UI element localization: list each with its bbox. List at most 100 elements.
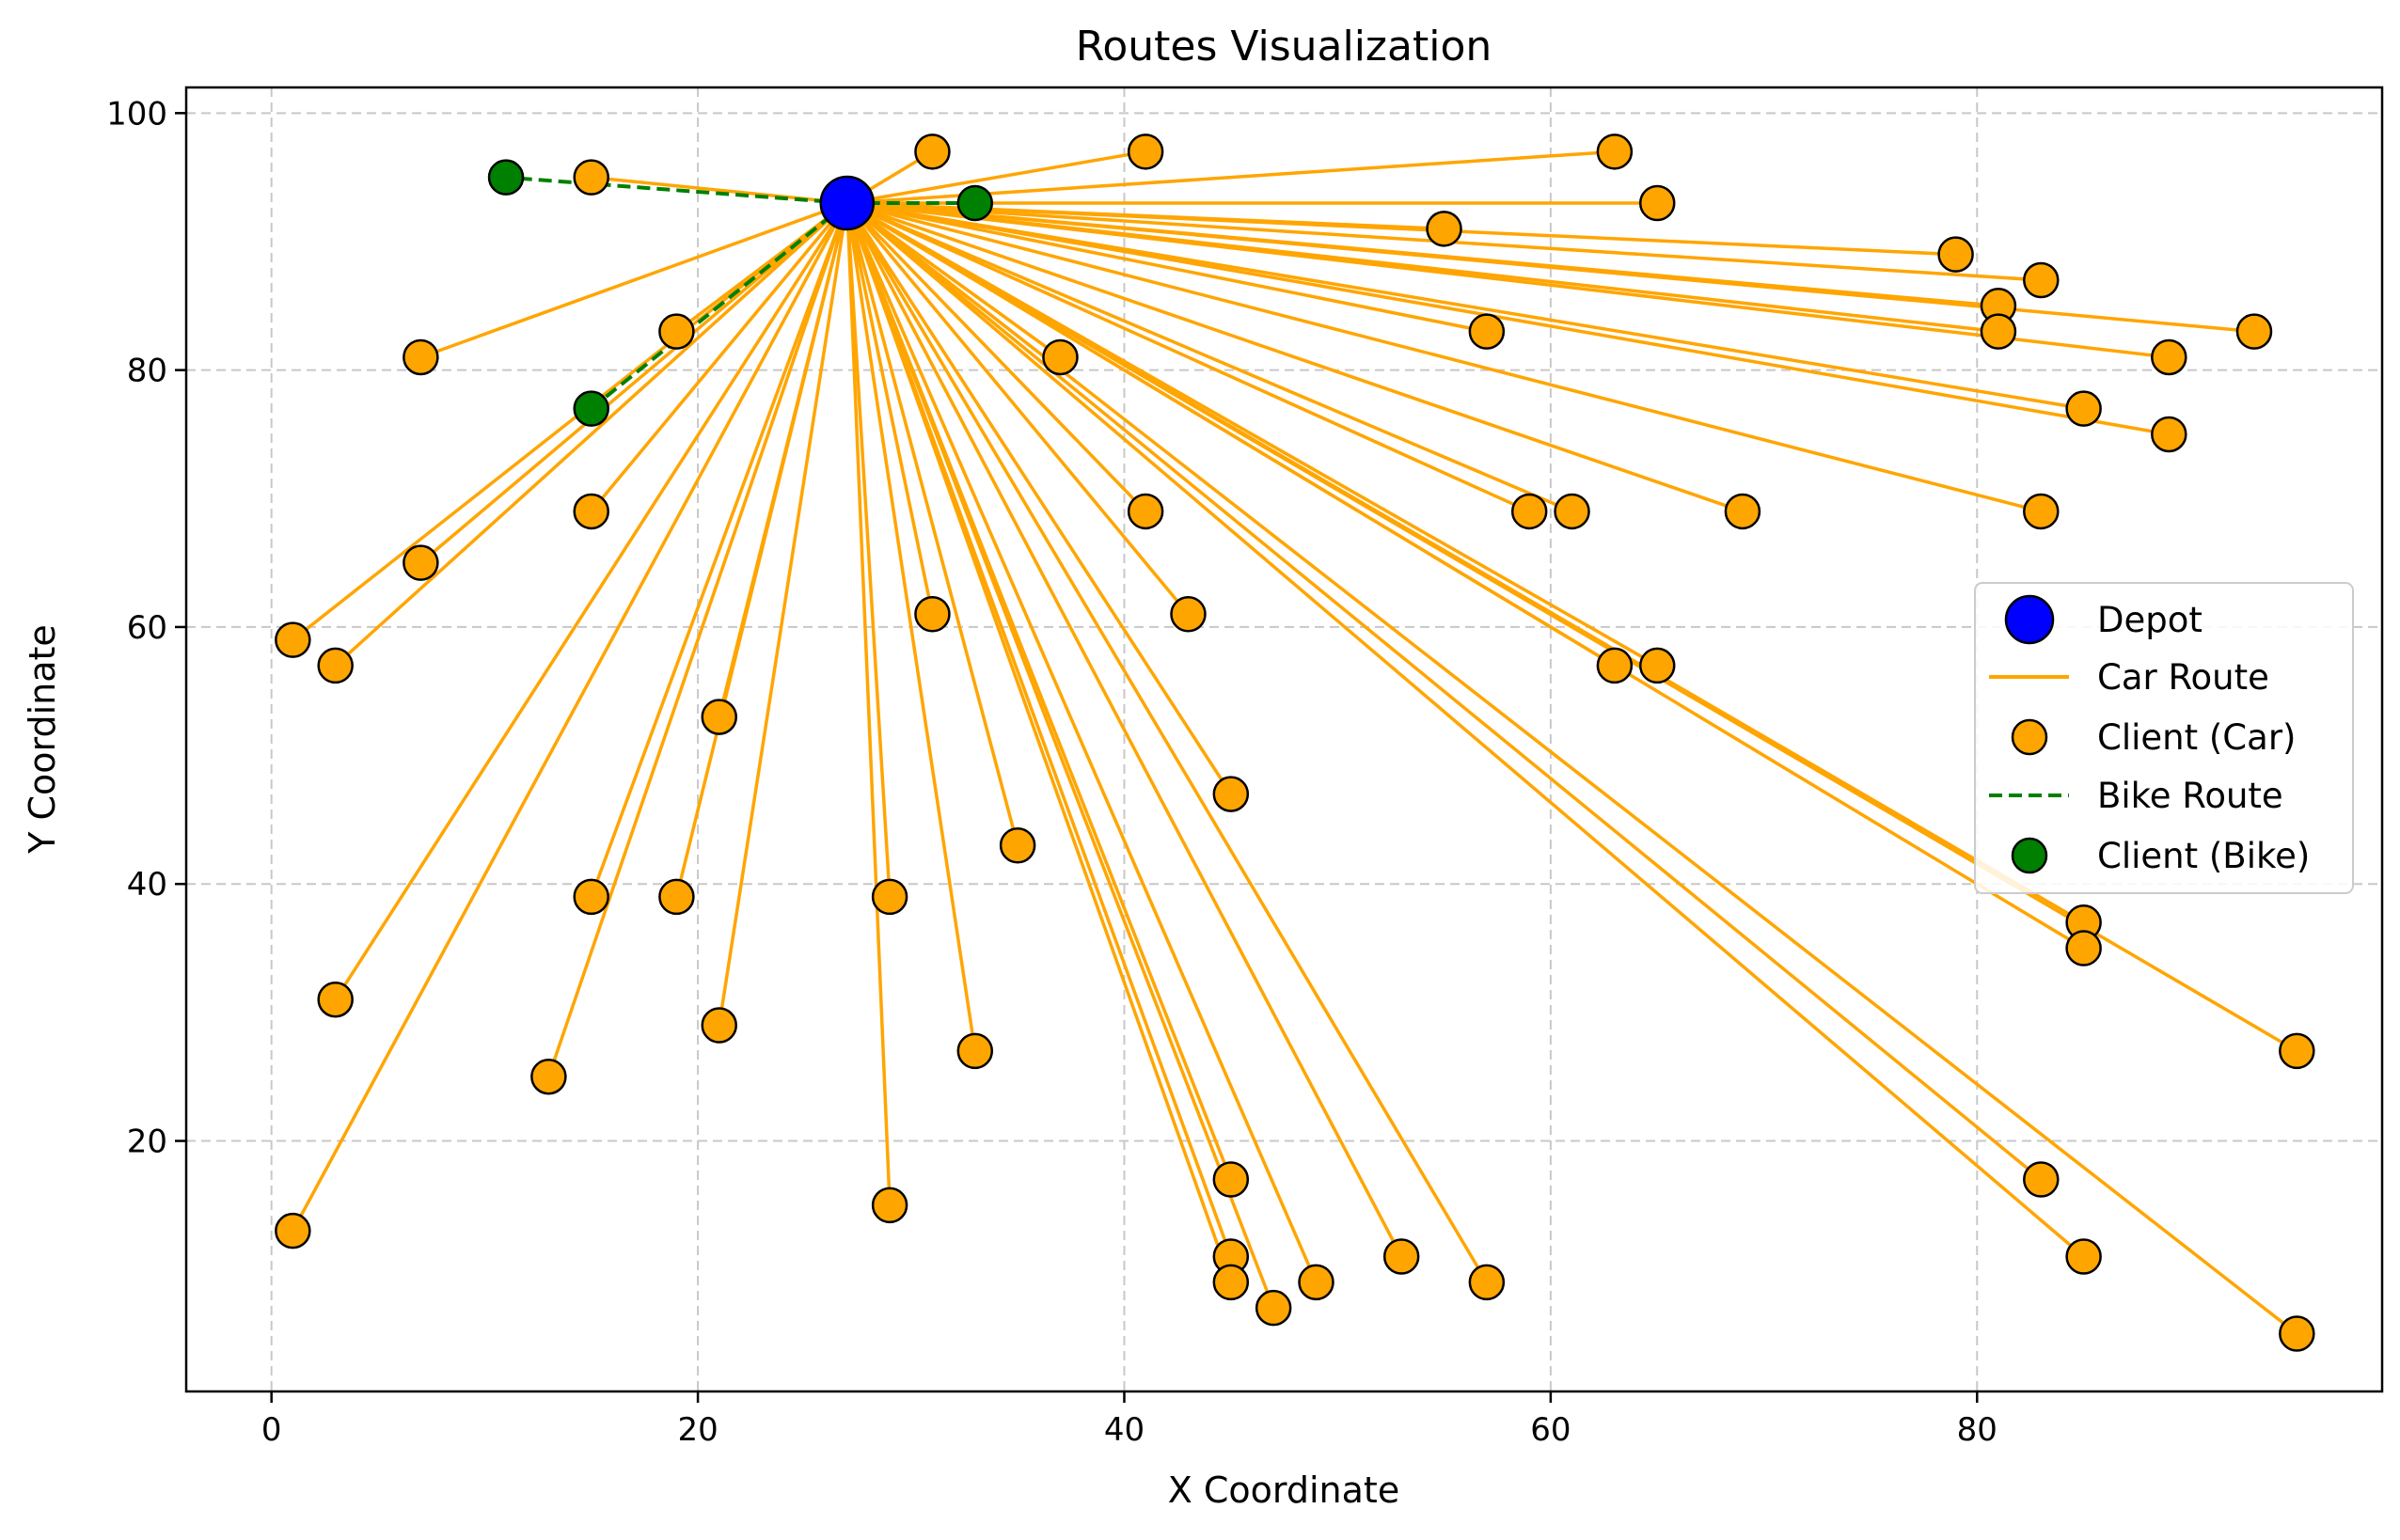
- car-client-point: [999, 826, 1036, 864]
- car-client-point: [275, 621, 311, 658]
- car-route-line: [674, 202, 849, 898]
- car-route-line: [845, 202, 977, 1052]
- car-route-line: [846, 201, 2170, 436]
- car-client-point: [1596, 647, 1634, 684]
- car-route-line: [291, 202, 849, 1233]
- y-tick-label: 80: [127, 353, 167, 390]
- car-client-point: [1468, 313, 1506, 350]
- car-client-point: [2279, 1315, 2315, 1352]
- car-route-line: [846, 201, 1573, 513]
- car-route-line: [845, 202, 1318, 1283]
- car-client-point: [317, 981, 354, 1018]
- legend-bike-client-label: Client (Bike): [2097, 836, 2310, 876]
- car-client-point: [871, 1186, 908, 1224]
- car-client-point: [956, 1032, 994, 1070]
- car-client-point: [1127, 493, 1164, 530]
- car-route-line: [845, 202, 1489, 1283]
- car-route-line: [845, 202, 892, 898]
- car-client-point: [1980, 313, 2017, 350]
- car-route-line: [845, 202, 1275, 1309]
- car-route-line: [846, 201, 2084, 411]
- car-client-point: [2065, 1238, 2102, 1275]
- car-client-point: [1638, 184, 1676, 222]
- car-route-line: [292, 201, 848, 641]
- x-tick-label: 80: [1957, 1411, 1997, 1449]
- car-client-point: [2023, 261, 2060, 299]
- car-client-point: [2065, 390, 2102, 427]
- car-route-line: [845, 201, 2298, 1053]
- bike-route-line: [590, 201, 849, 411]
- car-client-point: [1596, 134, 1634, 170]
- car-client-point: [2151, 338, 2187, 376]
- car-route-line: [846, 201, 2042, 513]
- x-tick-label: 0: [261, 1411, 282, 1449]
- car-client-point: [1127, 134, 1164, 170]
- car-route-line: [845, 201, 2085, 951]
- car-route-line: [846, 201, 2255, 334]
- car-route-line: [846, 201, 1488, 334]
- car-client-point: [1554, 493, 1590, 530]
- x-tick-label: 40: [1104, 1411, 1145, 1449]
- client-points: [275, 134, 2315, 1352]
- car-client-point: [2279, 1032, 2315, 1070]
- car-route-line: [846, 201, 1956, 257]
- bike-client-point: [487, 159, 525, 196]
- car-client-point: [1468, 1264, 1506, 1301]
- legend-bike-client-marker: [2011, 837, 2048, 874]
- car-client-point: [1042, 338, 1079, 376]
- car-client-point: [403, 544, 439, 581]
- legend-car-client-label: Client (Car): [2097, 717, 2296, 758]
- car-route-line: [334, 201, 848, 668]
- car-client-point: [1638, 647, 1676, 684]
- car-client-point: [1212, 776, 1250, 812]
- car-client-point: [914, 134, 951, 170]
- y-tick-label: 40: [127, 866, 167, 904]
- y-tick-label: 100: [106, 95, 167, 133]
- car-route-line: [419, 201, 848, 564]
- car-client-point: [275, 1212, 311, 1249]
- car-route-line: [846, 201, 1744, 513]
- bike-route-line: [505, 175, 847, 205]
- car-route-line: [845, 201, 2085, 1258]
- chart-title: Routes Visualization: [1076, 23, 1492, 71]
- car-client-point: [1426, 211, 1462, 247]
- car-client-point: [2023, 493, 2060, 530]
- x-axis-label: X Coordinate: [1168, 1469, 1399, 1511]
- car-client-point: [2151, 416, 2187, 453]
- car-client-point: [2023, 1161, 2060, 1198]
- legend-depot-label: Depot: [2097, 600, 2203, 640]
- car-client-point: [1510, 493, 1548, 530]
- car-route-line: [334, 202, 849, 1001]
- y-axis-label: Y Coordinate: [22, 624, 63, 855]
- car-route-line: [845, 201, 1190, 616]
- axis-ticks: 0 20 40 60 80 20 40 60 80 100: [106, 95, 1997, 1449]
- car-client-point: [701, 1007, 737, 1044]
- car-client-point: [530, 1058, 567, 1095]
- legend-car-client-marker: [2011, 718, 2048, 756]
- car-route-line: [590, 202, 849, 898]
- car-route-line: [845, 201, 2298, 1335]
- car-route-line: [846, 149, 1146, 205]
- car-client-point: [1255, 1289, 1292, 1327]
- car-client-point: [1170, 596, 1207, 633]
- car-client-point: [658, 878, 695, 916]
- car-client-point: [1382, 1238, 1420, 1275]
- car-route-line: [845, 202, 1019, 846]
- y-tick-label: 60: [127, 609, 167, 647]
- y-tick-label: 20: [127, 1124, 167, 1161]
- car-route-line: [718, 202, 849, 1026]
- car-route-line: [590, 201, 849, 513]
- car-route-line: [846, 201, 1530, 513]
- depot-point: [819, 175, 876, 231]
- car-route-line: [845, 202, 935, 615]
- x-tick-label: 20: [677, 1411, 718, 1449]
- car-client-point: [914, 596, 951, 633]
- car-client-point: [403, 338, 439, 376]
- car-client-point: [1937, 236, 1974, 273]
- car-route-line: [845, 201, 1147, 513]
- car-client-point: [701, 699, 737, 735]
- car-route-line: [845, 202, 1233, 1283]
- x-tick-label: 60: [1530, 1411, 1571, 1449]
- car-client-point: [1724, 493, 1761, 530]
